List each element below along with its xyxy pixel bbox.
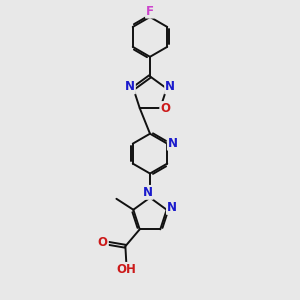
Text: O: O: [98, 236, 108, 249]
Text: OH: OH: [116, 263, 136, 276]
Text: N: N: [143, 186, 153, 199]
Text: O: O: [160, 102, 170, 115]
Text: N: N: [125, 80, 135, 93]
Text: N: N: [168, 137, 178, 150]
Text: N: N: [165, 80, 175, 93]
Text: F: F: [146, 4, 154, 18]
Text: N: N: [167, 201, 177, 214]
